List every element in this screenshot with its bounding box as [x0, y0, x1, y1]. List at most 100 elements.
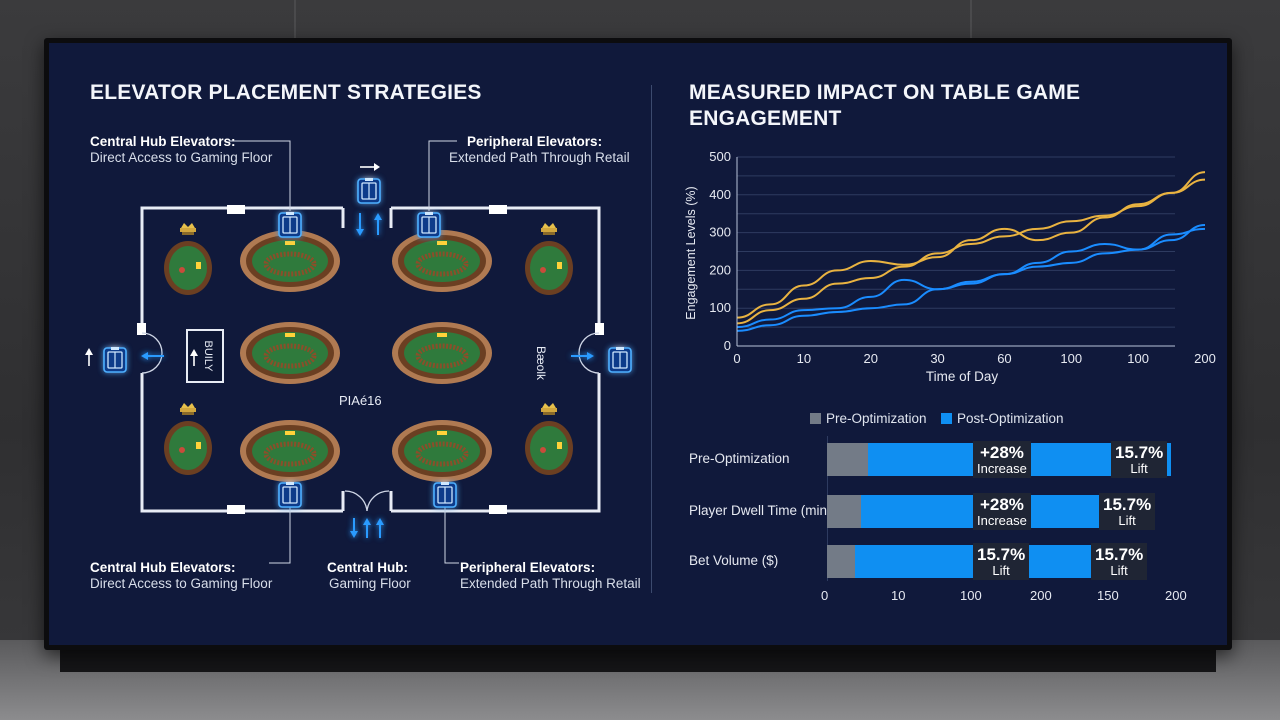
elevator-icon [608, 346, 632, 373]
line-chart-y-tick: 100 [709, 300, 731, 315]
round-table-top-left [164, 223, 212, 295]
elevator-icon [103, 346, 127, 373]
line-chart-x-tick: 60 [997, 351, 1011, 366]
bar-chart-x-tick: 200 [1030, 588, 1052, 603]
line-chart-y-tick: 300 [709, 225, 731, 240]
round-table-top-right [525, 223, 573, 295]
line-chart-x-tick: 20 [863, 351, 877, 366]
line-chart-y-tick: 500 [709, 149, 731, 164]
arrow-right-icon [360, 163, 380, 171]
oval-table-bot-2 [392, 420, 492, 482]
left-sign-text: BUILY [202, 341, 214, 373]
bar-chart-x-tick: 200 [1165, 588, 1187, 603]
line-series-2 [736, 171, 1206, 319]
oval-table-top-1 [240, 230, 340, 292]
bar-row: 15.7% Lift 15.7% Lift [827, 543, 1171, 580]
bar-row: +28% Increase 15.7% Lift [827, 493, 1171, 530]
center-floor-label: PIAé16 [339, 393, 382, 408]
line-chart-x-tick: 30 [930, 351, 944, 366]
bar-annotation-badge: +28% Increase [973, 441, 1031, 478]
arrow-up-icon [374, 213, 382, 235]
line-chart-y-label: Engagement Levels (%) [684, 186, 698, 319]
callout-subtitle-bottom-right: Extended Path Through Retail [460, 576, 641, 591]
arrow-down-icon [350, 518, 358, 538]
right-floor-label: Bæolk [534, 346, 548, 381]
bar-segment-pre [827, 545, 855, 578]
engagement-line-chart: 0 100 200 300 400 500 0 10 20 30 60 100 100 200 Enga… [684, 149, 1216, 384]
bar-annotation-label: Lift [1118, 513, 1136, 528]
wall-markers [137, 205, 604, 514]
legend-swatch-pre [810, 413, 821, 424]
line-chart-y-tick: 200 [709, 262, 731, 277]
bar-annotation-label: Increase [977, 461, 1027, 476]
callout-title-bottom-right: Peripheral Elevators: [460, 560, 596, 575]
bar-row-label: Bet Volume ($) [689, 553, 779, 568]
arrow-up-icon [376, 518, 384, 538]
bar-chart-x-tick: 150 [1097, 588, 1119, 603]
elevator-icon [278, 481, 302, 508]
line-chart-grid [737, 156, 1175, 328]
arrow-up-icon [363, 518, 371, 538]
legend-swatch-post [941, 413, 952, 424]
bar-row: +28% Increase 15.7% Lift [827, 441, 1171, 478]
callout-title-top-right: Peripheral Elevators: [467, 134, 603, 149]
bar-annotation-value: 15.7% [1103, 495, 1152, 514]
arrow-down-icon [356, 213, 364, 236]
line-chart-x-tick: 100 [1127, 351, 1149, 366]
line-chart-y-tick: 0 [724, 338, 731, 353]
bar-annotation-value: 15.7% [1095, 545, 1144, 564]
line-chart-y-ticks: 0 100 200 300 400 500 [709, 149, 731, 353]
floor-plan-walls [140, 206, 601, 513]
legend-label-pre: Pre-Optimization [826, 411, 927, 426]
elevator-icon [278, 211, 302, 238]
display-screen: ELEVATOR PLACEMENT STRATEGIES Central Hu… [49, 43, 1227, 645]
legend-label-post: Post-Optimization [957, 411, 1064, 426]
bar-segment-pre [827, 495, 862, 528]
bar-annotation-badge: 15.7% Lift [1111, 441, 1168, 478]
floor-plan-diagram: BUILY PIAé16 Bæolk [85, 140, 632, 564]
legend-item-pre: Pre-Optimization [810, 411, 927, 426]
callout-title-bottom-center: Central Hub: [327, 560, 408, 575]
line-series-4 [736, 227, 1206, 329]
arrow-right-icon [571, 352, 594, 360]
bar-annotation-value: 15.7% [977, 545, 1026, 564]
bar-annotation-label: Lift [992, 563, 1010, 578]
bar-chart-x-tick: 10 [891, 588, 906, 603]
bar-annotation-label: Lift [1110, 563, 1128, 578]
oval-table-top-2 [392, 230, 492, 292]
line-series-3 [736, 224, 1206, 332]
callout-title-top-left: Central Hub Elevators: [90, 134, 236, 149]
elevator-icon [357, 177, 381, 204]
callout-title-bottom-left: Central Hub Elevators: [90, 560, 236, 575]
bar-chart-x-tick: 0 [821, 588, 829, 603]
round-table-bot-left [164, 403, 212, 475]
line-chart-x-tick: 0 [733, 351, 740, 366]
panel-divider [651, 85, 652, 593]
bar-annotation-label: Increase [977, 513, 1027, 528]
line-chart-x-ticks: 0 10 20 30 60 100 100 200 [733, 351, 1215, 366]
callout-leaders [229, 140, 459, 564]
bar-annotation-badge: 15.7% Lift [973, 543, 1030, 580]
line-chart-x-tick: 100 [1060, 351, 1082, 366]
right-panel-title-line2: ENGAGEMENT [689, 107, 842, 130]
legend-item-post: Post-Optimization [941, 411, 1064, 426]
line-chart-x-label: Time of Day [926, 369, 999, 384]
oval-table-mid-2 [392, 322, 492, 384]
callout-subtitle-top-left: Direct Access to Gaming Floor [90, 150, 273, 165]
callout-subtitle-top-right: Extended Path Through Retail [449, 150, 630, 165]
arrow-up-icon [190, 349, 198, 366]
line-chart-y-tick: 400 [709, 187, 731, 202]
bar-row-label: Pre-Optimization [689, 451, 790, 466]
bar-annotation-value: +28% [979, 443, 1024, 462]
elevator-icon [433, 481, 457, 508]
callout-subtitle-bottom-left: Direct Access to Gaming Floor [90, 576, 273, 591]
bar-annotation-badge: +28% Increase [973, 493, 1031, 530]
round-table-bot-right [525, 403, 573, 475]
bar-chart-x-tick: 100 [960, 588, 982, 603]
line-series-1 [736, 178, 1206, 325]
callout-subtitle-bottom-center: Gaming Floor [329, 576, 411, 591]
bar-annotation-badge: 15.7% Lift [1099, 493, 1156, 530]
arrow-up-icon [85, 348, 93, 366]
line-chart-series [736, 171, 1206, 332]
bar-annotation-label: Lift [1130, 461, 1148, 476]
